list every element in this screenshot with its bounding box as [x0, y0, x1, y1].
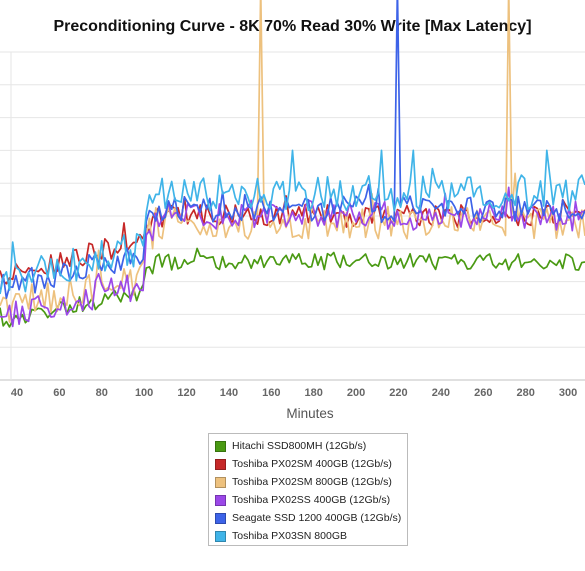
x-tick-label: 120: [177, 387, 195, 399]
legend-item[interactable]: Toshiba PX02SM 400GB (12Gb/s): [215, 455, 401, 473]
chart-title: Preconditioning Curve - 8K 70% Read 30% …: [53, 18, 532, 35]
x-tick-label: 260: [474, 387, 492, 399]
series-line-6: [0, 149, 585, 295]
x-tick-label: 200: [347, 387, 365, 399]
x-tick-label: 140: [220, 387, 238, 399]
legend-item[interactable]: Toshiba PX03SN 800GB: [215, 527, 401, 545]
legend-swatch: [215, 530, 226, 542]
x-tick-label: 180: [305, 387, 323, 399]
legend-label: Toshiba PX03SN 800GB: [232, 530, 347, 542]
series-lines: [0, 0, 585, 328]
x-axis-title: Minutes: [286, 406, 334, 421]
legend-label: Hitachi SSD800MH (12Gb/s): [232, 440, 367, 452]
legend-label: Toshiba PX02SM 800GB (12Gb/s): [232, 476, 392, 488]
series-line-1: [0, 247, 585, 328]
legend-label: Toshiba PX02SM 400GB (12Gb/s): [232, 458, 392, 470]
legend-swatch: [215, 476, 226, 488]
series-line-4: [0, 186, 585, 328]
x-tick-label: 300: [559, 387, 577, 399]
x-axis: 40 60 80 100 120 140 160 180 200 220 240 260 280 300: [11, 387, 577, 399]
legend-swatch: [215, 440, 226, 452]
x-tick-label: 240: [432, 387, 450, 399]
x-tick-label: 160: [262, 387, 280, 399]
x-tick-label: 100: [135, 387, 153, 399]
legend-label: Seagate SSD 1200 400GB (12Gb/s): [232, 512, 402, 524]
x-tick-label: 220: [389, 387, 407, 399]
legend: Hitachi SSD800MH (12Gb/s) Toshiba PX02SM …: [208, 433, 408, 546]
x-tick-label: 280: [516, 387, 534, 399]
legend-swatch: [215, 512, 226, 524]
x-tick-label: 80: [96, 387, 108, 399]
legend-swatch: [215, 458, 226, 470]
x-tick-label: 60: [53, 387, 65, 399]
series-line-2: [0, 195, 585, 285]
x-tick-label: 40: [11, 387, 23, 399]
legend-item[interactable]: Toshiba PX02SM 800GB (12Gb/s): [215, 473, 401, 491]
legend-item[interactable]: Toshiba PX02SS 400GB (12Gb/s): [215, 491, 401, 509]
legend-item[interactable]: Hitachi SSD800MH (12Gb/s): [215, 437, 401, 455]
legend-item[interactable]: Seagate SSD 1200 400GB (12Gb/s): [215, 509, 401, 527]
legend-swatch: [215, 494, 226, 506]
legend-label: Toshiba PX02SS 400GB (12Gb/s): [232, 494, 391, 506]
